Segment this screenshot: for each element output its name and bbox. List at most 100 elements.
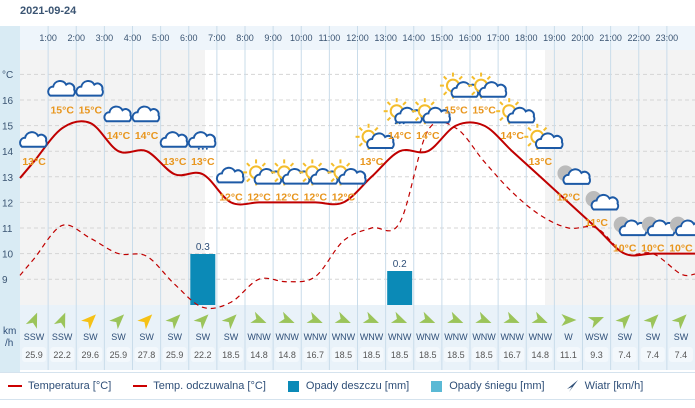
temp-label: 14°C (135, 130, 159, 142)
legend-snow[interactable]: Opady śniegu [mm] (431, 380, 545, 392)
sun-ray (527, 142, 532, 147)
y-unit-label: °C (2, 70, 13, 81)
sun-ray (358, 142, 363, 147)
sun-ray (302, 162, 307, 167)
hour-tick-label: 18:00 (515, 33, 538, 43)
rain-drop (205, 147, 208, 150)
sun-ray (414, 101, 420, 106)
temp-label: 12°C (275, 191, 299, 203)
hour-tick-label: 14:00 (402, 33, 425, 43)
wind-speed: 11.1 (560, 350, 577, 360)
wind-arrow-icon (25, 312, 38, 329)
sun-ray (358, 126, 363, 132)
legend-feels-like[interactable]: Temp. odczuwalna [°C] (133, 380, 266, 392)
legend-wind[interactable]: Wiatr [km/h] (566, 380, 643, 392)
wind-speed-box (162, 347, 187, 362)
wind-direction: WNW (500, 332, 524, 342)
sun-ray (246, 162, 251, 167)
legend-rain[interactable]: Opady deszczu [mm] (287, 380, 410, 392)
wind-arrow-icon (531, 311, 548, 324)
sun-ray (402, 101, 407, 106)
cloud-shape (187, 131, 217, 148)
wind-direction: WNW (304, 332, 328, 342)
cloud-icon (131, 105, 161, 123)
wind-direction: SW (139, 332, 154, 342)
legend-temperature[interactable]: Temperatura [°C] (8, 380, 111, 392)
sun-ray (289, 162, 295, 167)
legend-label: Temperatura [°C] (28, 380, 112, 392)
temp-label: 15°C (50, 105, 74, 117)
sun-ray (443, 75, 448, 80)
wind-arrow-icon (587, 316, 604, 329)
cloud-shape (75, 80, 104, 97)
sun-ray (471, 75, 476, 80)
wind-direction: SW (196, 332, 211, 342)
feels-like-line (19, 120, 695, 310)
wind-arrow-icon (53, 312, 66, 329)
cloud-icon (159, 131, 189, 148)
wind-direction: SW (674, 332, 689, 342)
temp-label: 15°C (472, 105, 496, 117)
wind-speed: 18.5 (391, 350, 409, 360)
temp-label: 11°C (585, 217, 608, 229)
wind-speed-box (247, 347, 272, 362)
wind-speed-box (612, 347, 637, 362)
sun-ray (274, 162, 279, 167)
wind-arrow-icon (306, 311, 323, 324)
temp-label: 12°C (219, 191, 243, 203)
hour-tick-label: 5:00 (152, 33, 170, 43)
wind-direction: SSW (24, 332, 45, 342)
wind-speed: 22.2 (53, 350, 71, 360)
temp-line-swatch (8, 385, 22, 387)
wind-arrow-icon (419, 311, 436, 324)
wind-speed-box (275, 347, 300, 362)
cloud-icon (75, 80, 104, 97)
sun-ray (430, 101, 435, 106)
hour-tick-label: 10:00 (290, 33, 313, 43)
temp-label: 15°C (444, 105, 468, 117)
sun-cloud-icon (496, 98, 536, 125)
rain-drop (197, 147, 200, 150)
hour-tick-label: 15:00 (431, 33, 454, 43)
sun-cloud-icon (411, 98, 451, 125)
wind-speed-box (50, 347, 75, 362)
hour-tick-label: 2:00 (67, 33, 85, 43)
cloud-shape (47, 80, 76, 97)
legend-label: Opady deszczu [mm] (305, 380, 410, 392)
wind-speed: 29.6 (82, 350, 100, 360)
wind-arrow-icon (671, 314, 687, 330)
wind-speed: 7.4 (647, 350, 660, 360)
wind-speed: 14.8 (250, 350, 268, 360)
wind-direction: WNW (444, 332, 468, 342)
sun-ray (274, 178, 279, 183)
cloud-drizzle-icon (187, 131, 217, 150)
wind-arrow-icon (390, 311, 408, 324)
rain-bar (190, 254, 216, 305)
temp-label: 15°C (79, 105, 103, 117)
wind-speed-box (584, 347, 609, 362)
wind-arrow-icon (643, 314, 659, 330)
hour-tick-label: 13:00 (374, 33, 397, 43)
temp-label: 12°C (247, 191, 271, 203)
wind-speed-box (556, 347, 581, 362)
sun-clouds-icon (327, 159, 367, 186)
hour-tick-label: 11:00 (318, 33, 340, 43)
wind-speed-box (359, 347, 384, 362)
sun-ray (386, 101, 392, 106)
wind-direction: SW (111, 332, 126, 342)
legend: Temperatura [°C] Temp. odczuwalna [°C] O… (0, 372, 695, 400)
wind-speed-box (218, 347, 243, 362)
snow-swatch (431, 380, 443, 392)
wind-arrow-icon (250, 311, 267, 324)
sun-ray (514, 101, 520, 106)
wind-speed-box (415, 347, 440, 362)
wind-arrow-icon (165, 314, 181, 330)
wind-speed: 14.8 (278, 350, 296, 360)
wind-speed-box (106, 347, 131, 362)
hour-tick-label: 3:00 (96, 33, 114, 43)
legend-label: Temp. odczuwalna [°C] (153, 380, 266, 392)
axis-panel (0, 26, 20, 372)
cloud-shape (674, 219, 695, 237)
temp-label: 12°C (332, 191, 356, 203)
wind-direction: WNW (388, 332, 412, 342)
